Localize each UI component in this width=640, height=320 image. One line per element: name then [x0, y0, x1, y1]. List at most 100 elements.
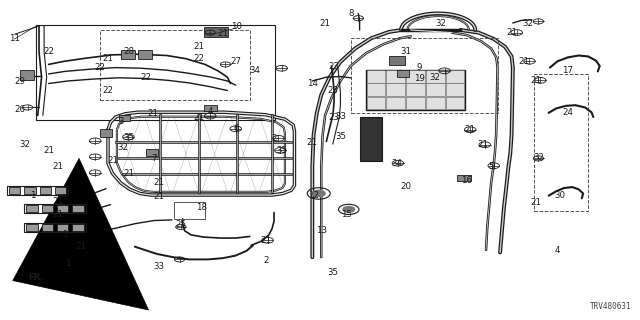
Text: FR.: FR. [28, 273, 44, 282]
Text: 22: 22 [43, 47, 54, 56]
Bar [42, 224, 53, 231]
Bar [24, 204, 86, 213]
Text: 22: 22 [94, 63, 105, 72]
Text: 26: 26 [14, 105, 26, 114]
Circle shape [343, 206, 355, 212]
Text: 8: 8 [348, 9, 353, 18]
Bar [26, 205, 38, 212]
Text: 21: 21 [52, 210, 63, 219]
Bar [387, 70, 405, 83]
Text: 16: 16 [461, 176, 472, 185]
Text: 6: 6 [233, 124, 239, 133]
Bar [426, 84, 445, 96]
Bar [367, 70, 385, 83]
Text: 19: 19 [413, 74, 424, 83]
Text: 35: 35 [276, 146, 287, 155]
Text: 32: 32 [436, 19, 447, 28]
Text: 33: 33 [335, 112, 346, 121]
Bar [24, 223, 86, 232]
Bar [367, 97, 385, 109]
Text: 17: 17 [563, 66, 573, 75]
Text: 30: 30 [554, 191, 565, 200]
Bar [121, 50, 135, 59]
Bar [26, 224, 38, 231]
Text: 12: 12 [308, 190, 319, 200]
Text: 21: 21 [531, 76, 541, 85]
Bar [389, 56, 405, 65]
Text: 21: 21 [465, 125, 476, 134]
Text: TRV480631: TRV480631 [590, 302, 632, 311]
Text: 14: 14 [307, 79, 318, 88]
Text: 22: 22 [193, 53, 204, 62]
Text: 15: 15 [341, 210, 353, 219]
Bar [40, 187, 51, 194]
Text: 21: 21 [218, 29, 228, 38]
Bar [72, 224, 84, 231]
Text: 23: 23 [328, 61, 340, 70]
Bar [446, 70, 465, 83]
Text: 21: 21 [319, 19, 331, 28]
Text: 21: 21 [193, 114, 204, 123]
Text: 33: 33 [154, 262, 164, 271]
Bar [458, 175, 471, 181]
Bar [9, 187, 20, 194]
Text: 35: 35 [327, 268, 339, 277]
Text: 21: 21 [477, 140, 488, 149]
Text: 21: 21 [102, 53, 113, 62]
Bar [360, 117, 382, 161]
Text: 34: 34 [250, 66, 260, 75]
Bar [24, 187, 36, 194]
Bar [446, 84, 465, 96]
Bar [397, 70, 410, 76]
Bar [204, 105, 216, 111]
Bar [42, 205, 53, 212]
Text: 21: 21 [506, 28, 517, 37]
Text: 2: 2 [271, 134, 276, 143]
Text: 21: 21 [75, 242, 86, 251]
Bar [174, 202, 205, 219]
Bar [406, 84, 425, 96]
Text: 1: 1 [65, 259, 70, 268]
Text: 3: 3 [118, 117, 124, 126]
Bar [36, 25, 275, 120]
Text: 21: 21 [193, 42, 204, 52]
Bar [100, 30, 250, 100]
Text: 35: 35 [123, 133, 134, 142]
Bar [406, 70, 425, 83]
Text: 32: 32 [522, 19, 533, 28]
Text: 9: 9 [416, 63, 422, 72]
Bar [387, 84, 405, 96]
Bar [351, 38, 497, 113]
Bar [426, 97, 445, 109]
Bar [72, 205, 84, 212]
Text: 11: 11 [9, 35, 20, 44]
Text: 21: 21 [154, 179, 164, 188]
Text: 1: 1 [62, 230, 67, 239]
Text: 21: 21 [307, 138, 318, 147]
Text: 21: 21 [531, 197, 541, 206]
Bar [7, 186, 68, 195]
Text: 32: 32 [19, 140, 31, 148]
Bar [57, 224, 68, 231]
Text: 25: 25 [175, 220, 186, 229]
Bar [204, 28, 228, 37]
Text: 21: 21 [260, 236, 271, 245]
Text: 21: 21 [147, 109, 158, 118]
Bar [119, 116, 131, 121]
Text: 22: 22 [141, 73, 152, 82]
Text: 20: 20 [401, 182, 412, 191]
Text: 32: 32 [118, 143, 129, 152]
Text: 21: 21 [107, 156, 118, 165]
Text: 21: 21 [123, 169, 134, 178]
Bar [57, 205, 68, 212]
Text: 23: 23 [327, 86, 339, 95]
Text: 35: 35 [335, 132, 346, 140]
Text: 22: 22 [102, 86, 113, 95]
Bar [20, 70, 34, 80]
Text: 21: 21 [43, 146, 54, 155]
Text: 31: 31 [401, 47, 412, 56]
Text: 21: 21 [52, 162, 63, 171]
Bar [406, 97, 425, 109]
Text: 21: 21 [519, 57, 530, 66]
Bar [367, 84, 385, 96]
